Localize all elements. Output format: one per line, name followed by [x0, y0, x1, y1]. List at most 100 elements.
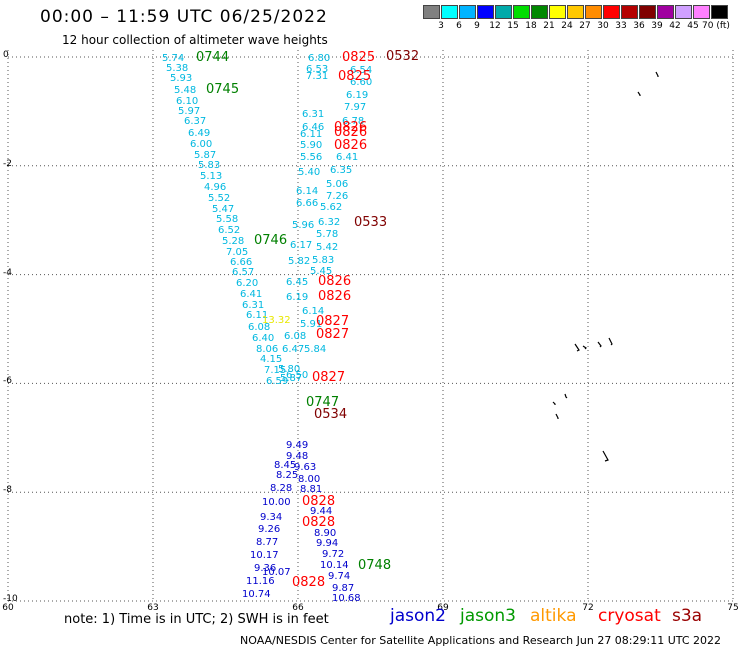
island-outline	[597, 341, 602, 348]
swh-value: 10.68	[332, 593, 361, 604]
swh-value: 5.82	[288, 256, 310, 267]
track-time-label: 0745	[206, 82, 239, 97]
swh-value: 6.45	[286, 277, 308, 288]
swh-value: 13.32	[262, 315, 291, 326]
swh-value: 6.08	[284, 331, 306, 342]
swh-value: 9.87	[332, 583, 354, 594]
swh-value: 10.00	[262, 497, 291, 508]
colorbar-swatch	[549, 5, 566, 19]
swh-value: 8.81	[300, 484, 322, 495]
swh-value: 10.74	[242, 589, 271, 600]
legend-item: s3a	[672, 606, 703, 626]
swh-value: 6.66	[296, 198, 318, 209]
colorbar-swatch	[495, 5, 512, 19]
colorbar-label: 9	[474, 21, 480, 31]
y-tick-label: 0	[3, 50, 9, 60]
swh-value: 5.52	[208, 193, 230, 204]
colorbar-swatch	[675, 5, 692, 19]
swh-value: 6.60	[350, 77, 372, 88]
swh-value: 5.96	[292, 220, 314, 231]
swh-value: 8.28	[270, 483, 292, 494]
swh-value: 10.07	[262, 567, 291, 578]
colorbar-swatch	[603, 5, 620, 19]
colorbar-label: 15	[507, 21, 519, 31]
track-time-label: 0748	[358, 558, 391, 573]
swh-value: 8.06	[256, 344, 278, 355]
swh-value: 8.25	[276, 470, 298, 481]
swh-value: 4.15	[260, 354, 282, 365]
swh-value: 5.87	[280, 373, 302, 384]
y-tick-label: -10	[3, 594, 18, 604]
swh-value: 6.19	[346, 90, 368, 101]
swh-value: 5.13	[200, 171, 222, 182]
swh-value: 7.31	[306, 71, 328, 82]
swh-value: 9.63	[294, 462, 316, 473]
x-tick-label: 72	[582, 603, 594, 613]
swh-value: 4.96	[204, 182, 226, 193]
swh-value: 8.90	[314, 528, 336, 539]
colorbar-label: 27	[579, 21, 591, 31]
track-time-label: 0827	[316, 314, 349, 329]
legend-item: jason3	[460, 606, 516, 626]
swh-value: 5.90	[300, 140, 322, 151]
track-time-label: 0828	[302, 494, 335, 509]
swh-value: 5.58	[216, 214, 238, 225]
swh-value: 10.17	[250, 550, 279, 561]
swh-value: 5.80	[278, 364, 300, 375]
track-time-label: 0825	[338, 69, 371, 84]
island-outline	[582, 345, 587, 350]
track-time-label: 0746	[254, 233, 287, 248]
island-outline	[637, 91, 641, 96]
colorbar-swatch	[711, 5, 728, 19]
swh-value: 6.08	[248, 322, 270, 333]
swh-value: 5.84	[304, 344, 326, 355]
swh-value: 6.31	[242, 300, 264, 311]
swh-value: 9.49	[286, 440, 308, 451]
swh-value: 5.83	[198, 160, 220, 171]
legend-item: altika	[530, 606, 577, 626]
swh-value: 6.66	[230, 257, 252, 268]
swh-value: 6.47	[282, 344, 304, 355]
swh-value: 6.49	[188, 128, 210, 139]
colorbar-label: 45	[687, 21, 699, 31]
swh-value: 11.16	[246, 576, 275, 587]
colorbar	[423, 5, 729, 19]
swh-value: 7.97	[344, 102, 366, 113]
track-time-label: 0534	[314, 407, 347, 422]
swh-value: 6.54	[350, 65, 372, 76]
swh-value: 9.94	[316, 538, 338, 549]
swh-value: 5.74	[162, 53, 184, 64]
swh-value: 5.40	[298, 167, 320, 178]
track-time-label: 0826	[318, 289, 351, 304]
swh-value: 5.47	[212, 204, 234, 215]
legend-item: jason2	[390, 606, 446, 626]
colorbar-swatch	[459, 5, 476, 19]
swh-value: 6.53	[306, 64, 328, 75]
swh-value: 6.32	[318, 217, 340, 228]
island-outline	[564, 393, 568, 399]
island-outline	[555, 413, 559, 419]
swh-value: 5.45	[310, 266, 332, 277]
y-tick-label: -8	[3, 485, 12, 496]
map-subtitle: 12 hour collection of altimeter wave hei…	[62, 33, 328, 47]
track-time-label: 0826	[334, 125, 367, 140]
swh-value: 8.45	[274, 460, 296, 471]
track-time-label: 0744	[196, 50, 229, 65]
swh-value: 6.59	[266, 376, 288, 387]
colorbar-swatch	[567, 5, 584, 19]
swh-value: 5.83	[312, 255, 334, 266]
island-outline	[552, 401, 556, 405]
y-tick-label: -2	[3, 158, 12, 169]
colorbar-swatch	[531, 5, 548, 19]
x-tick-label: 63	[147, 603, 159, 613]
swh-value: 10.14	[320, 560, 349, 571]
footer-text: NOAA/NESDIS Center for Satellite Applica…	[240, 634, 722, 647]
swh-value: 6.20	[236, 278, 258, 289]
track-time-label: 0827	[316, 327, 349, 342]
colorbar-label: 3	[438, 21, 444, 31]
swh-value: 9.36	[254, 563, 276, 574]
colorbar-label: 70 (ft)	[702, 21, 730, 31]
swh-value: 6.17	[290, 240, 312, 251]
colorbar-label: 12	[489, 21, 501, 31]
